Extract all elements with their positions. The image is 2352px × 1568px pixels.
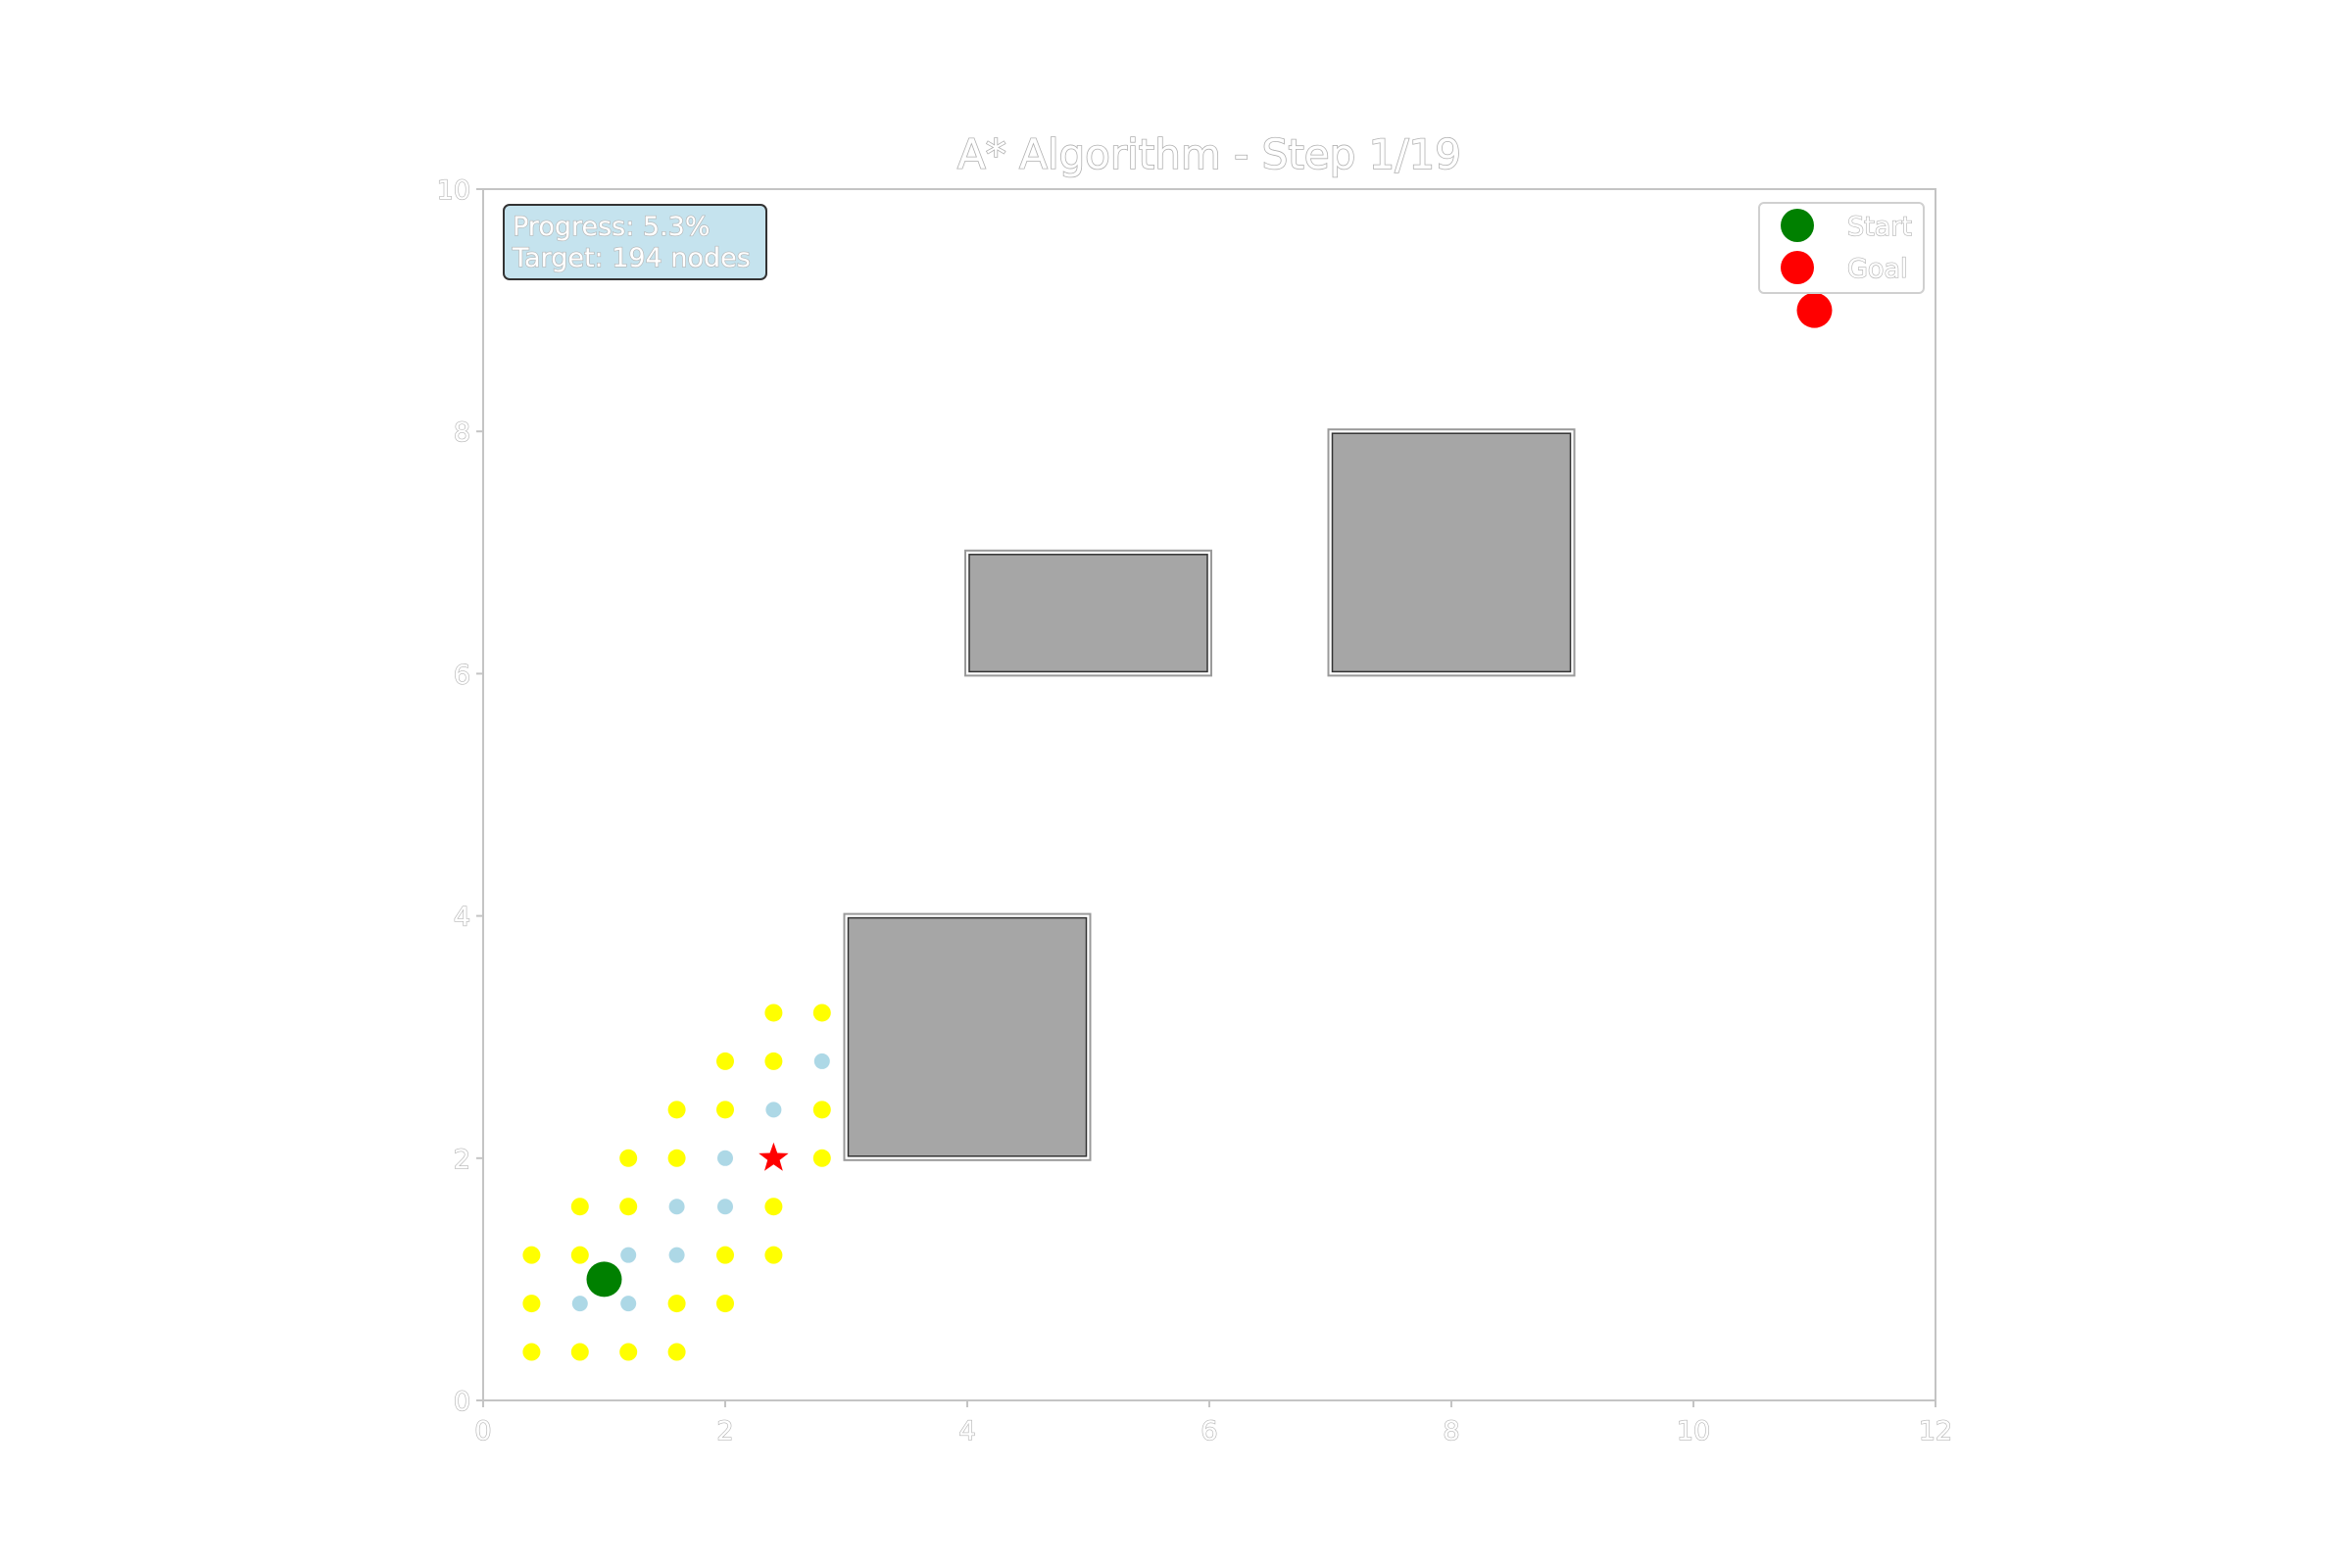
obstacles-layer <box>843 428 1576 1161</box>
y-tick-label: 0 <box>454 1387 470 1417</box>
obstacle-outline <box>843 912 1092 1161</box>
goal-marker <box>1796 292 1833 328</box>
x-tick-label: 0 <box>474 1416 491 1446</box>
info-progress-text: Progress: 5.3% <box>513 212 710 242</box>
nodes-layer <box>522 1004 831 1361</box>
closed-node <box>668 1199 685 1215</box>
closed-node <box>765 1102 782 1118</box>
x-tick-label: 4 <box>958 1416 975 1446</box>
y-tick-label: 4 <box>454 903 470 933</box>
closed-node <box>813 1053 830 1069</box>
open-node <box>667 1101 686 1119</box>
open-node <box>716 1101 734 1119</box>
obstacle <box>847 916 1088 1157</box>
closed-node <box>717 1199 733 1215</box>
y-tick-label: 2 <box>454 1145 470 1175</box>
y-tick-label: 10 <box>437 175 470 206</box>
obstacle <box>968 554 1208 673</box>
open-node <box>570 1198 589 1216</box>
legend: Start Goal <box>1758 202 1925 294</box>
open-node <box>812 1101 831 1119</box>
info-box: Progress: 5.3% Target: 194 nodes <box>503 204 767 280</box>
current-node-star-icon <box>759 1142 789 1171</box>
info-target-text: Target: 194 nodes <box>512 243 751 273</box>
open-node <box>570 1343 589 1361</box>
closed-node <box>620 1247 637 1263</box>
y-tick-label: 8 <box>454 417 470 448</box>
open-node <box>812 1149 831 1167</box>
info-box-background <box>503 204 767 280</box>
open-node <box>522 1246 541 1264</box>
legend-start-marker <box>1781 209 1814 242</box>
open-node <box>812 1004 831 1022</box>
start-marker <box>586 1261 622 1298</box>
y-tick-label: 6 <box>454 660 470 690</box>
open-node <box>667 1343 686 1361</box>
markers-layer <box>586 292 1833 1298</box>
x-tick-label: 2 <box>716 1416 733 1446</box>
x-tick-label: 6 <box>1200 1416 1217 1446</box>
open-node <box>619 1149 638 1167</box>
open-node <box>667 1149 686 1167</box>
legend-goal-label: Goal <box>1847 254 1908 284</box>
open-node <box>522 1343 541 1361</box>
plot-area <box>482 188 1936 1401</box>
open-node <box>619 1198 638 1216</box>
chart-title: A* Algorithm - Step 1/19 <box>957 130 1461 178</box>
open-node <box>764 1198 783 1216</box>
obstacle-outline <box>1327 428 1576 677</box>
closed-node <box>571 1296 588 1312</box>
open-node <box>716 1295 734 1313</box>
legend-goal-marker <box>1781 251 1814 284</box>
x-tick-label: 8 <box>1443 1416 1459 1446</box>
closed-node <box>668 1247 685 1263</box>
open-node <box>764 1052 783 1070</box>
open-node <box>716 1052 734 1070</box>
closed-node <box>620 1296 637 1312</box>
obstacle-outline <box>964 549 1212 677</box>
axis-ticks: 0 2 4 6 8 10 12 0 2 4 6 8 10 <box>436 174 1953 1446</box>
legend-start-label: Start <box>1847 212 1912 242</box>
open-node <box>667 1295 686 1313</box>
obstacle <box>1331 432 1572 673</box>
open-node <box>764 1004 783 1022</box>
x-tick-label: 12 <box>1919 1416 1952 1446</box>
open-node <box>619 1343 638 1361</box>
open-node <box>570 1246 589 1264</box>
open-node <box>764 1246 783 1264</box>
x-tick-label: 10 <box>1677 1416 1710 1446</box>
open-node <box>522 1295 541 1313</box>
open-node <box>716 1246 734 1264</box>
closed-node <box>717 1150 733 1166</box>
